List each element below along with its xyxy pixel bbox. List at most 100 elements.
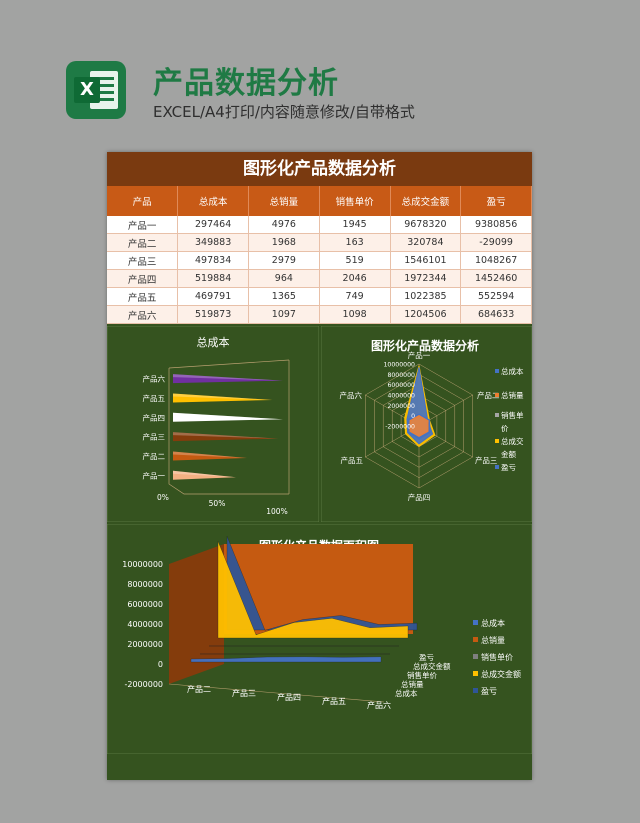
table-cell: 1452460	[460, 269, 532, 288]
table-cell: 469791	[177, 287, 249, 306]
table-cell: 9380856	[460, 216, 532, 234]
bar-highlight	[173, 432, 279, 439]
legend-label: 盈亏	[481, 687, 497, 696]
legend-label: 总销量	[501, 390, 524, 400]
back-wall-left	[169, 544, 224, 684]
area-series	[190, 656, 382, 663]
legend-label: 销售单价	[481, 652, 513, 662]
table-cell: 1097	[248, 305, 320, 324]
chart-frame	[107, 326, 319, 522]
radar-tick-label: 6000000	[387, 382, 415, 389]
table-cell: 1972344	[390, 269, 462, 288]
legend-swatch	[473, 654, 478, 659]
bar	[173, 393, 273, 403]
table-cell: 产品一	[107, 216, 179, 234]
radar-tick-label: 2000000	[387, 403, 415, 410]
table-cell: 1098	[319, 305, 391, 324]
page-title: 产品数据分析	[153, 66, 339, 101]
bar	[173, 470, 236, 480]
radar-tick-label: 4000000	[387, 393, 415, 400]
sheet-title: 图形化产品数据分析	[107, 152, 532, 186]
y-tick-label: 10000000	[122, 560, 163, 569]
table-cell: 产品二	[107, 233, 179, 252]
floor-edge	[168, 683, 385, 703]
table-cell: 1968	[248, 233, 320, 252]
depth-label: 总销量	[401, 679, 424, 689]
tick-label: 0%	[157, 493, 169, 502]
depth-label: 总成本	[395, 688, 418, 698]
table-row: 产品三 497834 2979 519 1546101 1048267	[107, 251, 532, 270]
radar-category-label: 产品一	[408, 350, 431, 360]
table-cell: 297464	[177, 216, 249, 234]
bar-category-label: 产品三	[143, 432, 166, 442]
radar-category-label: 产品六	[340, 390, 363, 400]
legend-swatch	[495, 369, 499, 373]
table-row: 产品二 349883 1968 163 320784 -29099	[107, 233, 532, 252]
table-row: 产品一 297464 4976 1945 9678320 9380856	[107, 216, 532, 234]
table-cell: 产品四	[107, 269, 179, 288]
table-header-cell: 产品	[107, 186, 179, 216]
legend-swatch	[473, 671, 478, 676]
excel-x-letter: X	[74, 77, 100, 103]
radar-chart: 图形化产品数据分析 10000000 8000000 6000000 4000000 20…	[321, 326, 532, 522]
table-cell: 749	[319, 287, 391, 306]
table-cell: 163	[319, 233, 391, 252]
legend-label: 价	[501, 424, 509, 433]
legend-swatch	[495, 439, 499, 443]
radar-tick-label: -2000000	[385, 424, 415, 431]
y-tick-label: 2000000	[127, 640, 163, 649]
tick-label: 100%	[266, 507, 287, 516]
table-cell: 519884	[177, 269, 249, 288]
table-cell: 产品三	[107, 251, 179, 270]
radar-category-label: 产品五	[341, 455, 364, 465]
area-series	[217, 541, 409, 639]
table-cell: 2979	[248, 251, 320, 270]
table-header-cell: 总成本	[177, 186, 249, 216]
legend-label: 总成交	[501, 436, 524, 446]
y-tick-label: 0	[158, 660, 163, 669]
table-cell: 349883	[177, 233, 249, 252]
bar-category-label: 产品一	[143, 470, 166, 480]
table-cell: 4976	[248, 216, 320, 234]
legend-swatch	[495, 413, 499, 417]
legend-label: 金额	[501, 449, 516, 459]
table-header-cell: 总销量	[248, 186, 320, 216]
radar-category-label: 产品四	[408, 492, 431, 502]
bar-highlight	[173, 393, 273, 400]
table-cell: 1546101	[390, 251, 462, 270]
legend-swatch	[473, 688, 478, 693]
y-tick-label: 4000000	[127, 620, 163, 629]
bar-category-label: 产品二	[143, 451, 166, 461]
bar-highlight	[173, 470, 236, 478]
depth-label: 销售单价	[407, 670, 437, 680]
bar-highlight	[173, 412, 283, 420]
legend-swatch	[495, 465, 499, 469]
table-cell: 519	[319, 251, 391, 270]
bar	[173, 374, 283, 384]
table-cell: 552594	[460, 287, 532, 306]
excel-icon: X	[66, 61, 126, 119]
chart-title: 总成本	[197, 335, 230, 349]
legend-label: 总成本	[481, 618, 505, 628]
bar	[173, 412, 283, 422]
table-cell: 320784	[390, 233, 462, 252]
bar-category-label: 产品五	[143, 393, 166, 403]
table-cell: 2046	[319, 269, 391, 288]
legend-swatch	[473, 620, 478, 625]
chart-title: 图形化产品数据分析	[371, 338, 479, 353]
legend-label: 总成本	[501, 366, 524, 376]
depth-label: 盈亏	[419, 653, 434, 662]
bar-highlight	[173, 451, 248, 458]
y-tick-label: 8000000	[127, 580, 163, 589]
x-category-label: 产品三	[232, 688, 256, 698]
x-category-label: 产品六	[367, 700, 391, 710]
axis-frame	[168, 359, 290, 369]
table-cell: 产品五	[107, 287, 179, 306]
back-wall	[224, 544, 413, 634]
page-subtitle: EXCEL/A4打印/内容随意修改/自带格式	[153, 103, 415, 121]
legend-label: 总销量	[481, 635, 505, 645]
table-row: 产品四 519884 964 2046 1972344 1452460	[107, 269, 532, 288]
radar-series	[409, 415, 429, 437]
legend-label: 总成交金额	[481, 669, 521, 679]
